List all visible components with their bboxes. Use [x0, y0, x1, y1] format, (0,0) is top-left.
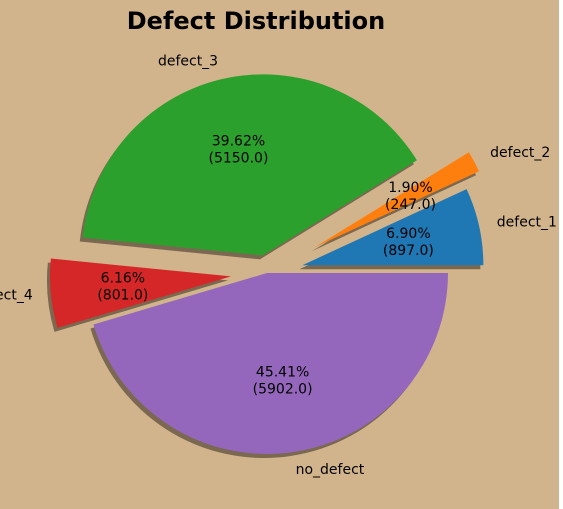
value-label-defect-1: (897.0) — [383, 243, 434, 259]
slice-no-defect — [93, 273, 448, 455]
category-label-no-defect: no_defect — [296, 462, 365, 478]
percent-label-defect-4: 6.16% — [101, 271, 145, 287]
value-label-defect-4: (801.0) — [97, 288, 148, 304]
value-label-no-defect: (5902.0) — [253, 381, 313, 397]
slices — [49, 74, 484, 455]
slice-defect-1 — [302, 189, 484, 266]
value-label-defect-3: (5150.0) — [209, 151, 269, 167]
slice-labels: defect_1 6.90%(897.0) defect_2 1.90%(247.0)… — [0, 53, 557, 478]
value-label-defect-2: (247.0) — [385, 197, 436, 213]
category-label-defect-2: defect_2 — [490, 145, 550, 161]
slice-defect-3 — [82, 74, 417, 256]
percent-label-defect-1: 6.90% — [386, 226, 430, 242]
category-label-defect-3: defect_3 — [158, 53, 218, 69]
slice-defect-4 — [49, 258, 231, 328]
percent-label-no-defect: 45.41% — [256, 364, 309, 380]
category-label-defect-4: defect_4 — [0, 287, 33, 303]
category-label-defect-1: defect_1 — [497, 214, 557, 230]
percent-label-defect-3: 39.62% — [212, 134, 265, 150]
slice-defect-2 — [314, 152, 480, 248]
chart-title: Defect Distribution — [127, 7, 385, 35]
percent-label-defect-2: 1.90% — [388, 180, 432, 196]
